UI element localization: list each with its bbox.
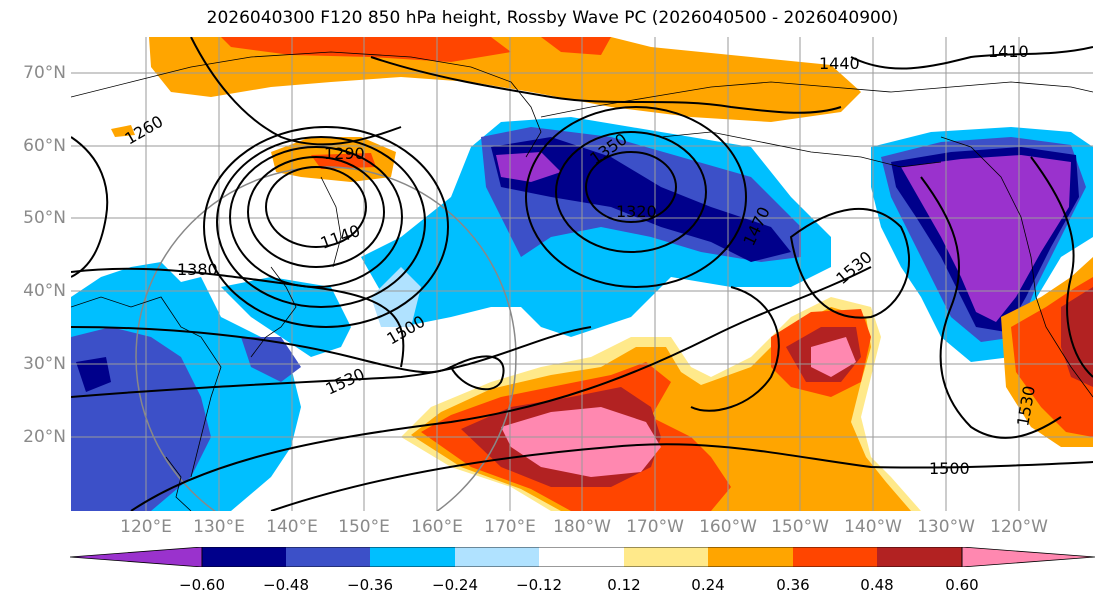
cb-tick-9: 0.48 (860, 576, 894, 594)
cb-tick-10: 0.60 (945, 576, 979, 594)
lon-label-120w: 120°W (990, 517, 1048, 537)
colorbar-bin-9 (877, 547, 962, 567)
lon-label-130w: 130°W (917, 517, 975, 537)
shade-trough-lightblue (371, 267, 421, 327)
lon-label-180w: 180°W (553, 517, 611, 537)
cb-tick-5: −0.12 (516, 576, 562, 594)
lon-label-130e: 130°E (193, 517, 245, 537)
cb-tick-3: −0.36 (347, 576, 393, 594)
lat-label-50n: 50°N (23, 208, 66, 228)
lat-label-40n: 40°N (23, 281, 66, 301)
colorbar-bin-2 (286, 547, 370, 567)
contour-label-1410: 1410 (988, 42, 1029, 61)
graticule (71, 37, 1093, 511)
colorbar-ticks: −0.60 −0.48 −0.36 −0.24 −0.12 0.12 0.24 … (70, 576, 1095, 596)
shade-alaska-purple (901, 155, 1071, 322)
map-svg: 1260 1290 1320 1350 1380 1410 1440 1470 … (71, 37, 1093, 511)
colorbar-bin-1 (202, 547, 286, 567)
shade-arctic-red2 (541, 37, 611, 55)
contour-label-1320: 1320 (616, 202, 657, 221)
cb-tick-6: 0.12 (607, 576, 641, 594)
lat-label-70n: 70°N (23, 63, 66, 83)
colorbar-arrow-right (961, 547, 1095, 567)
contour-label-1140: 1140 (318, 221, 363, 253)
lon-label-160e: 160°E (411, 517, 463, 537)
contour-label-1260: 1260 (122, 112, 167, 149)
shade-hawaii-pink (811, 337, 856, 377)
longitude-axis: 120°E 130°E 140°E 150°E 160°E 170°E 180°… (71, 517, 1093, 539)
contour-label-1290: 1290 (324, 144, 365, 163)
colorbar-bin-5 (539, 547, 624, 567)
lat-label-20n: 20°N (23, 427, 66, 447)
lon-label-160w: 160°W (699, 517, 757, 537)
shade-small-orange (111, 125, 135, 137)
contour-label-1440: 1440 (819, 54, 860, 73)
shade-subtrop-pink (501, 407, 661, 477)
latitude-axis: 70°N 60°N 50°N 40°N 30°N 20°N (0, 37, 66, 511)
map-title: 2026040300 F120 850 hPa height, Rossby W… (206, 8, 899, 28)
cb-tick-8: 0.36 (776, 576, 810, 594)
colorbar-arrow-left (70, 547, 203, 567)
shade-trough-navy (491, 137, 791, 262)
contour-label-1380: 1380 (177, 260, 218, 279)
contour-label-1530: 1530 (323, 364, 368, 398)
shade-china-navy (76, 357, 111, 392)
shade-arctic-red (221, 37, 511, 62)
lon-label-140w: 140°W (844, 517, 902, 537)
cb-tick-7: 0.24 (691, 576, 725, 594)
lon-label-170w: 170°W (626, 517, 684, 537)
colorbar-bin-4 (455, 547, 539, 567)
cb-tick-4: −0.24 (432, 576, 478, 594)
shade-calif-darkred (1061, 287, 1093, 387)
colorbar-bin-7 (708, 547, 793, 567)
lat-label-30n: 30°N (23, 354, 66, 374)
lon-label-150e: 150°E (338, 517, 390, 537)
shade-china-blue2 (241, 337, 301, 382)
colorbar-bin-8 (793, 547, 877, 567)
shade-china-cyan2 (221, 277, 351, 357)
lon-label-120e: 120°E (120, 517, 172, 537)
cb-tick-1: −0.60 (179, 576, 225, 594)
colorbar-bin-6 (624, 547, 708, 567)
cb-tick-2: −0.48 (263, 576, 309, 594)
height-contours (71, 37, 1093, 511)
lon-label-170e: 170°E (484, 517, 536, 537)
map-panel: 1260 1290 1320 1350 1380 1410 1440 1470 … (71, 37, 1093, 511)
contour-label-1500: 1500 (929, 459, 970, 478)
shade-trough-purple (496, 152, 561, 182)
lon-label-140e: 140°E (266, 517, 318, 537)
coastlines (71, 51, 1093, 511)
colorbar (70, 547, 1095, 567)
lon-label-150w: 150°W (771, 517, 829, 537)
lat-label-60n: 60°N (23, 136, 66, 156)
colorbar-bin-3 (370, 547, 455, 567)
